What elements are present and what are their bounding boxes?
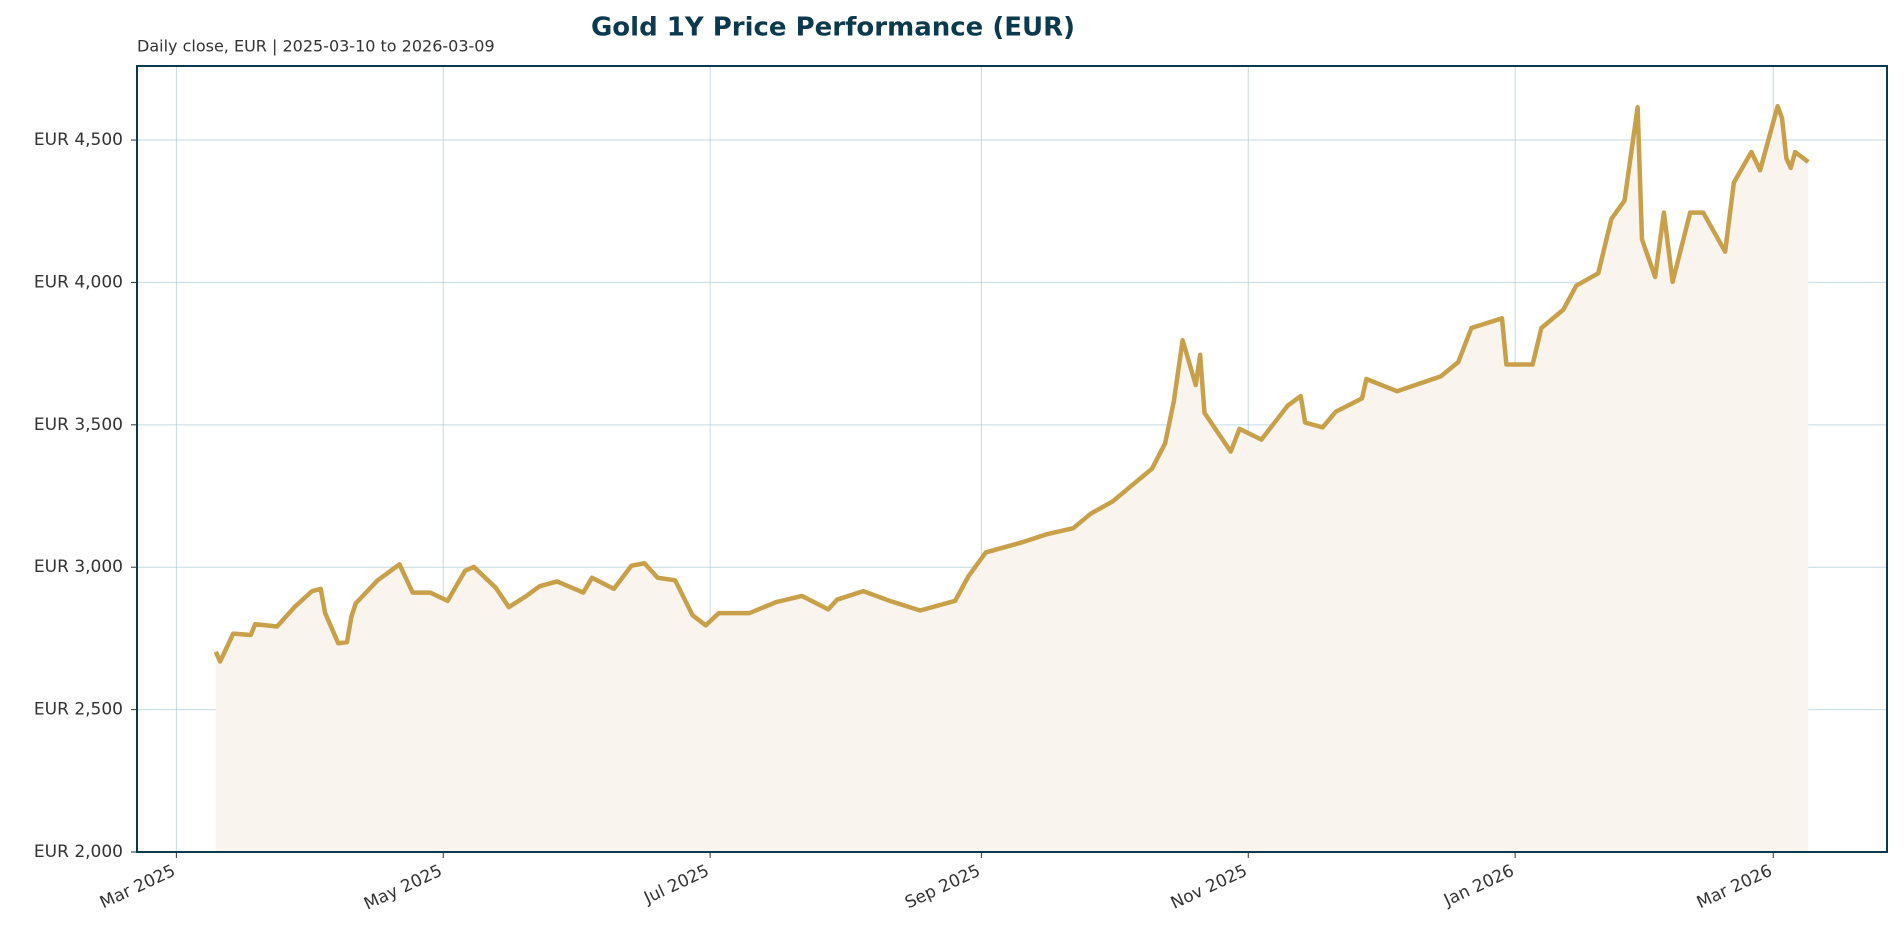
x-tick-label: Jan 2026 [1440, 861, 1517, 911]
y-tick-label: EUR 2,500 [34, 700, 123, 720]
x-tick-label: Sep 2025 [902, 861, 984, 913]
x-tick-label: Jul 2025 [640, 861, 712, 909]
x-tick-label: Mar 2026 [1694, 861, 1776, 913]
x-tick-label: Mar 2025 [97, 861, 179, 913]
chart-title: Gold 1Y Price Performance (EUR) [591, 13, 1075, 43]
area-fill [215, 106, 1809, 852]
y-tick-label: EUR 4,500 [34, 130, 123, 150]
chart-subtitle: Daily close, EUR | 2025-03-10 to 2026-03… [137, 37, 495, 56]
price-line [213, 103, 1810, 664]
y-tick-label: EUR 2,000 [34, 842, 123, 862]
plot-frame [136, 65, 1888, 853]
x-tick-label: Nov 2025 [1168, 861, 1251, 914]
y-tick-label: EUR 3,000 [34, 557, 123, 577]
x-tick-label: May 2025 [361, 861, 445, 915]
y-tick-label: EUR 3,500 [34, 415, 123, 435]
y-tick-label: EUR 4,000 [34, 272, 123, 292]
